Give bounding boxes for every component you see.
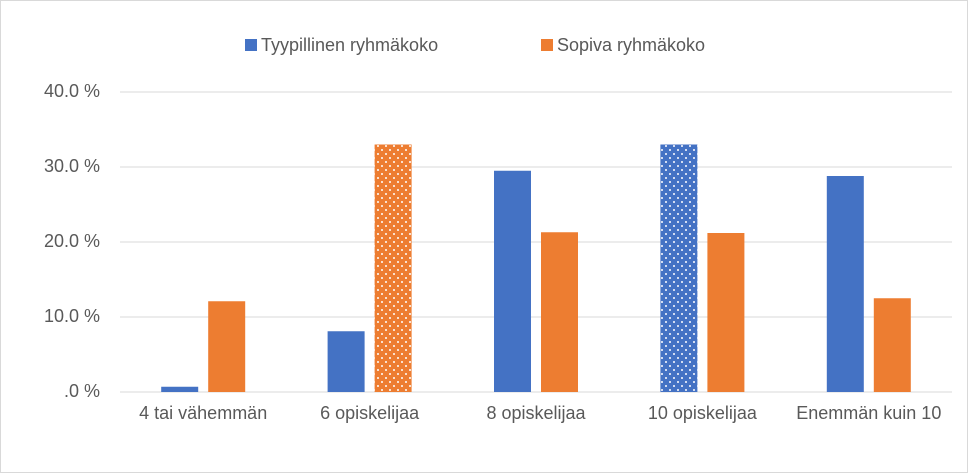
bar — [494, 170, 531, 392]
legend-label: Tyypillinen ryhmäkoko — [261, 35, 438, 55]
y-tick-label: 10.0 % — [44, 306, 100, 326]
bar — [707, 233, 745, 392]
y-tick-label: 40.0 % — [44, 81, 100, 101]
x-tick-label: 8 opiskelijaa — [486, 403, 586, 423]
legend-swatch — [541, 39, 553, 51]
x-tick-label: 4 tai vähemmän — [139, 403, 268, 423]
x-tick-label: Enemmän kuin 10 — [796, 403, 942, 423]
x-tick-label: 6 opiskelijaa — [320, 403, 420, 423]
bar — [873, 298, 911, 392]
x-tick-label: 10 opiskelijaa — [647, 403, 757, 423]
bar — [161, 386, 199, 392]
y-tick-label: .0 % — [64, 381, 100, 401]
bar — [541, 232, 578, 392]
legend-swatch — [245, 39, 257, 51]
y-tick-label: 30.0 % — [44, 156, 100, 176]
bar — [208, 301, 246, 392]
y-tick-label: 20.0 % — [44, 231, 100, 251]
bar — [660, 144, 698, 392]
bar — [826, 176, 864, 392]
bar — [374, 144, 412, 392]
bar — [327, 331, 365, 392]
legend-label: Sopiva ryhmäkoko — [557, 35, 705, 55]
